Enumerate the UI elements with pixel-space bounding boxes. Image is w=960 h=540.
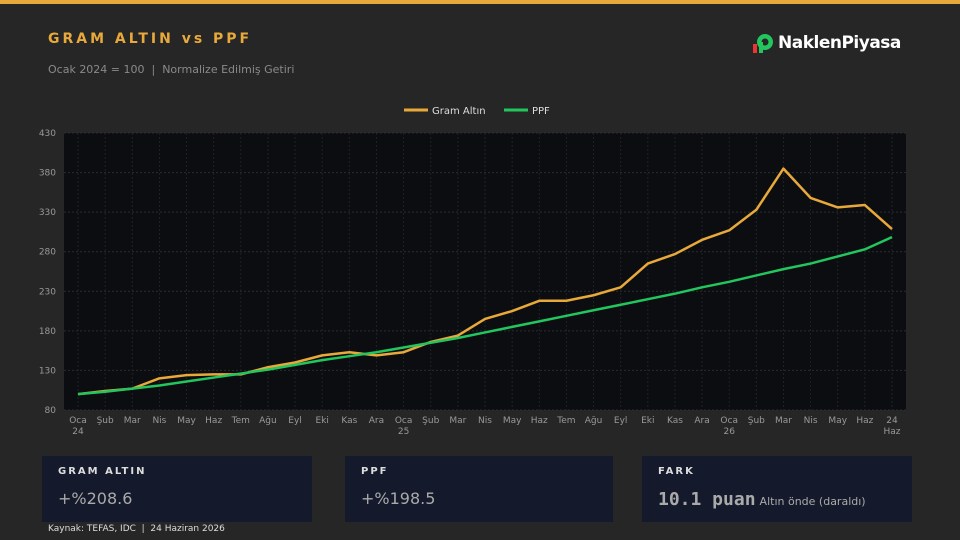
x-tick-label: Ara [694,416,709,426]
logo [753,34,773,53]
x-tick-label: Eyl [614,416,628,426]
x-tick-label: Tem [231,416,250,426]
y-tick-label: 80 [45,406,57,416]
x-tick-label: Eyl [288,416,302,426]
line-series [77,235,893,396]
x-tick-label: Eki [315,416,328,426]
x-tick-label: Oca 26 [720,416,738,437]
y-tick-label: 430 [39,129,56,139]
x-tick-label: Şub [422,416,439,426]
subtitle: Ocak 2024 = 100 | Normalize Edilmiş Geti… [48,63,295,76]
card-value: +%208.6 [58,489,133,508]
card-label: PPF [361,466,389,477]
y-tick-label: 180 [39,327,56,337]
y-tick-label: 230 [39,287,56,297]
x-tick-label: Mar [449,416,466,426]
y-tick-label: 380 [39,169,56,179]
legend-label: PPF [532,106,550,117]
x-tick-label: Nis [152,416,166,426]
x-tick-label: Oca 25 [395,416,413,437]
x-tick-label: Kas [341,416,357,426]
x-tick-label: Oca 24 [69,416,87,437]
y-tick-label: 130 [39,366,56,376]
x-tick-label: Nis [804,416,818,426]
plot-area [64,133,906,410]
card: GRAM ALTIN +%208.6 [42,456,312,522]
x-tick-label: Ara [369,416,384,426]
card-note: Altın önde (daraldı) [759,495,866,508]
x-tick-label: Eki [641,416,654,426]
x-tick-label: May [503,416,522,426]
x-tick-label: 24 Haz [883,416,900,437]
x-tick-label: May [828,416,847,426]
card-value: 10.1 puan [658,489,756,510]
x-tick-label: Mar [775,416,792,426]
chart: 80 130 180 230 280 330 380 430 Oca 24 Şub Mar Nis May… [39,106,906,437]
x-tick-label: Haz [205,416,222,426]
title: GRAM ALTIN vs PPF [48,31,253,47]
x-tick-label: Kas [667,416,683,426]
y-tick-label: 330 [39,208,56,218]
x-tick-label: Tem [556,416,575,426]
x-tick-label: Ağu [585,416,603,426]
x-tick-label: Ağu [259,416,277,426]
card-label: GRAM ALTIN [58,466,147,477]
card-value: +%198.5 [361,489,436,508]
legend-label: Gram Altın [432,106,486,117]
x-tick-label: Şub [97,416,114,426]
x-tick-label: Haz [531,416,548,426]
card: PPF +%198.5 [345,456,613,522]
source: Kaynak: TEFAS, IDC | 24 Haziran 2026 [48,524,225,534]
brand-name: NaklenPiyasa [778,33,901,53]
card: FARK 10.1 puan Altın önde (daraldı) [642,456,912,522]
brand: NaklenPiyasa [752,32,901,54]
card-label: FARK [658,466,695,477]
x-tick-label: Nis [478,416,492,426]
line-series [77,167,893,396]
y-tick-label: 280 [39,248,56,258]
x-tick-label: May [177,416,196,426]
x-tick-label: Şub [748,416,765,426]
x-tick-label: Mar [124,416,141,426]
x-tick-label: Haz [856,416,873,426]
